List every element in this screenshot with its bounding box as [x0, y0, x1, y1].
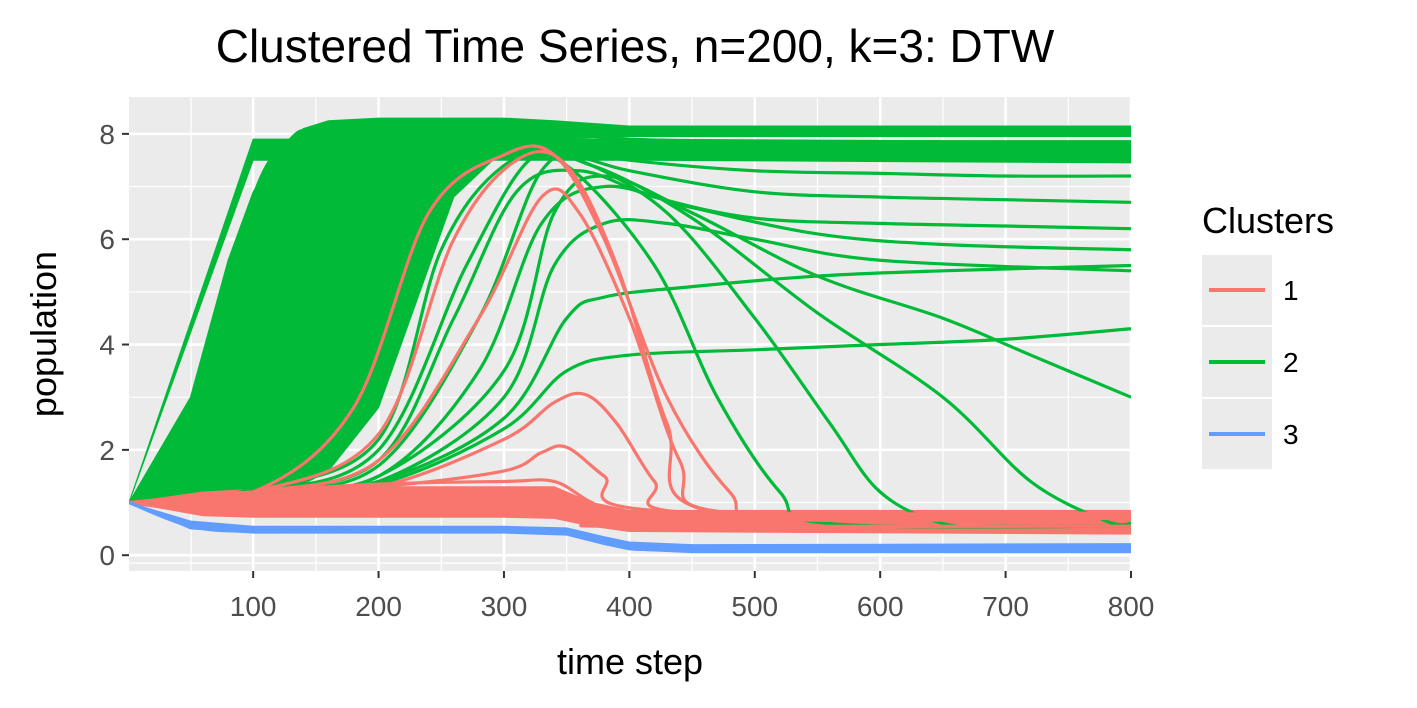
x-tick-label: 200 — [355, 591, 402, 622]
y-axis-title: population — [23, 251, 64, 417]
series-lines — [129, 118, 1131, 552]
x-tick-label: 300 — [481, 591, 528, 622]
series-line-cluster-1-18 — [129, 478, 1131, 516]
x-tick-label: 100 — [230, 591, 277, 622]
legend-label: 1 — [1283, 275, 1299, 306]
x-tick-label: 600 — [857, 591, 904, 622]
x-tick-label: 800 — [1108, 591, 1155, 622]
y-tick-label: 8 — [99, 119, 115, 150]
series-line-cluster-3-20 — [129, 501, 1131, 550]
series-line-cluster-3-21 — [129, 501, 1131, 552]
y-tick-label: 4 — [99, 330, 115, 361]
y-tick-label: 0 — [99, 540, 115, 571]
x-axis-title: time step — [557, 641, 703, 682]
series-line-cluster-2-1 — [129, 125, 1131, 505]
series-line-cluster-2-11 — [129, 148, 1131, 529]
x-axis: 100 200 300 400 500 600 700 800 — [230, 571, 1155, 622]
legend-label: 2 — [1283, 347, 1299, 378]
legend-title: Clusters — [1202, 200, 1334, 241]
x-tick-label: 500 — [731, 591, 778, 622]
chart-title: Clustered Time Series, n=200, k=3: DTW — [216, 20, 1055, 72]
cluster-2-band — [129, 138, 1131, 503]
x-tick-label: 400 — [606, 591, 653, 622]
y-tick-label: 6 — [99, 224, 115, 255]
series-line-cluster-2-0 — [129, 118, 1131, 504]
y-tick-label: 2 — [99, 435, 115, 466]
legend: Clusters 1 2 3 — [1202, 200, 1334, 469]
series-line-cluster-1-19 — [129, 500, 1131, 529]
y-axis: 0 2 4 6 8 — [99, 119, 129, 571]
series-line-cluster-2-10 — [129, 153, 1131, 527]
legend-label: 3 — [1283, 419, 1299, 450]
x-tick-label: 700 — [982, 591, 1029, 622]
